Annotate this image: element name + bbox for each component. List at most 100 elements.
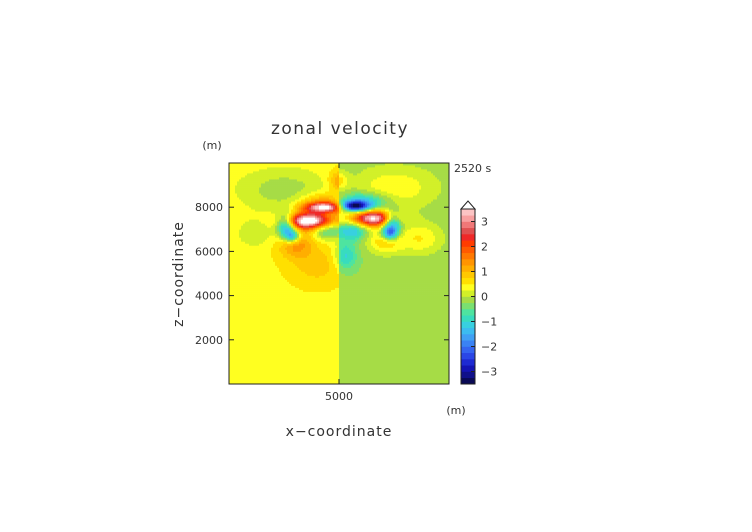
heatmap-cell <box>235 211 238 214</box>
heatmap-cell <box>275 329 278 333</box>
heatmap-cell <box>249 267 252 270</box>
heatmap-cell <box>257 287 260 290</box>
heatmap-cell <box>309 337 312 341</box>
heatmap-cell <box>251 211 254 214</box>
heatmap-cell <box>283 329 286 333</box>
heatmap-cell <box>289 239 292 242</box>
heatmap-cell <box>283 189 286 192</box>
heatmap-cell <box>229 269 232 272</box>
heatmap-cell <box>291 361 294 365</box>
heatmap-cell <box>289 211 292 214</box>
heatmap-cell <box>291 165 294 168</box>
heatmap-cell <box>297 219 300 222</box>
heatmap-cell <box>261 333 264 337</box>
heatmap-cell <box>299 361 302 365</box>
heatmap-cell <box>267 343 270 347</box>
heatmap-cell <box>309 353 312 357</box>
heatmap-cell <box>297 341 300 345</box>
heatmap-cell <box>253 363 256 367</box>
heatmap-cell <box>237 363 240 367</box>
heatmap-cell <box>279 167 282 170</box>
heatmap-cell <box>265 275 268 278</box>
heatmap-cell <box>319 353 322 357</box>
heatmap-cell <box>315 171 318 174</box>
heatmap-cell <box>273 211 276 214</box>
heatmap-cell <box>269 325 272 329</box>
heatmap-cell <box>269 303 272 306</box>
heatmap-cell <box>243 179 246 182</box>
heatmap-cell <box>235 317 238 321</box>
heatmap-cell <box>265 267 268 270</box>
heatmap-cell <box>289 175 292 178</box>
heatmap-cell <box>279 277 282 280</box>
heatmap-cell <box>239 281 242 284</box>
heatmap-cell <box>281 345 284 349</box>
heatmap-cell <box>269 217 272 220</box>
heatmap-cell <box>297 249 300 252</box>
heatmap-cell <box>319 295 322 298</box>
heatmap-cell <box>245 307 248 311</box>
heatmap-cell <box>263 163 266 166</box>
heatmap-cell <box>247 305 250 309</box>
heatmap-cell <box>277 289 280 292</box>
heatmap-cell <box>299 173 302 176</box>
heatmap-cell <box>259 193 262 196</box>
heatmap-cell <box>235 299 238 302</box>
heatmap-cell <box>291 309 294 313</box>
heatmap-cell <box>229 225 232 228</box>
heatmap-cell <box>261 377 264 381</box>
heatmap-cell <box>239 301 242 304</box>
heatmap-cell <box>243 295 246 298</box>
heatmap-cell <box>297 309 300 313</box>
heatmap-cell <box>233 173 236 176</box>
heatmap-cell <box>299 231 302 234</box>
heatmap-cell <box>231 373 234 377</box>
heatmap-cell <box>229 181 232 184</box>
heatmap-cell <box>245 277 248 280</box>
y-unit-label: (m) <box>202 139 221 152</box>
heatmap-cell <box>307 337 310 341</box>
heatmap-cell <box>289 213 292 216</box>
heatmap-cell <box>273 167 276 170</box>
heatmap-cell <box>309 307 312 311</box>
heatmap-cell <box>273 179 276 182</box>
heatmap-cell <box>297 247 300 250</box>
heatmap-cell <box>309 359 312 363</box>
heatmap-cell <box>241 339 244 343</box>
heatmap-cell <box>265 325 268 329</box>
heatmap-cell <box>279 163 282 166</box>
heatmap-cell <box>241 281 244 284</box>
heatmap-cell <box>253 307 256 311</box>
heatmap-cell <box>257 185 260 188</box>
heatmap-cell <box>245 321 248 325</box>
heatmap-cell <box>239 229 242 232</box>
heatmap-cell <box>285 377 288 381</box>
heatmap-cell <box>255 359 258 363</box>
heatmap-cell <box>309 165 312 168</box>
heatmap-cell <box>303 373 306 377</box>
heatmap-cell <box>303 227 306 230</box>
heatmap-cell <box>295 379 298 383</box>
heatmap-cell <box>231 371 234 375</box>
heatmap-cell <box>263 205 266 208</box>
heatmap-cell <box>285 179 288 182</box>
heatmap-cell <box>237 289 240 292</box>
heatmap-cell <box>315 255 318 258</box>
heatmap-cell <box>277 367 280 371</box>
heatmap-cell <box>305 303 308 306</box>
heatmap-cell <box>241 369 244 373</box>
heatmap-cell <box>239 233 242 236</box>
heatmap-cell <box>239 221 242 224</box>
heatmap-cell <box>275 257 278 260</box>
heatmap-cell <box>265 277 268 280</box>
heatmap-cell <box>275 193 278 196</box>
heatmap-cell <box>273 345 276 349</box>
heatmap-cell <box>253 171 256 174</box>
heatmap-cell <box>275 327 278 331</box>
heatmap-cell <box>297 179 300 182</box>
heatmap-cell <box>241 273 244 276</box>
heatmap-cell <box>269 369 272 373</box>
heatmap-cell <box>233 205 236 208</box>
heatmap-cell <box>279 275 282 278</box>
heatmap-cell <box>291 351 294 355</box>
